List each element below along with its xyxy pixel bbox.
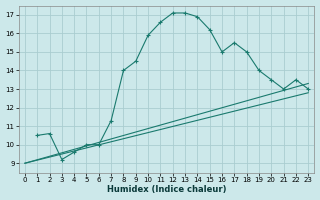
X-axis label: Humidex (Indice chaleur): Humidex (Indice chaleur) bbox=[107, 185, 226, 194]
